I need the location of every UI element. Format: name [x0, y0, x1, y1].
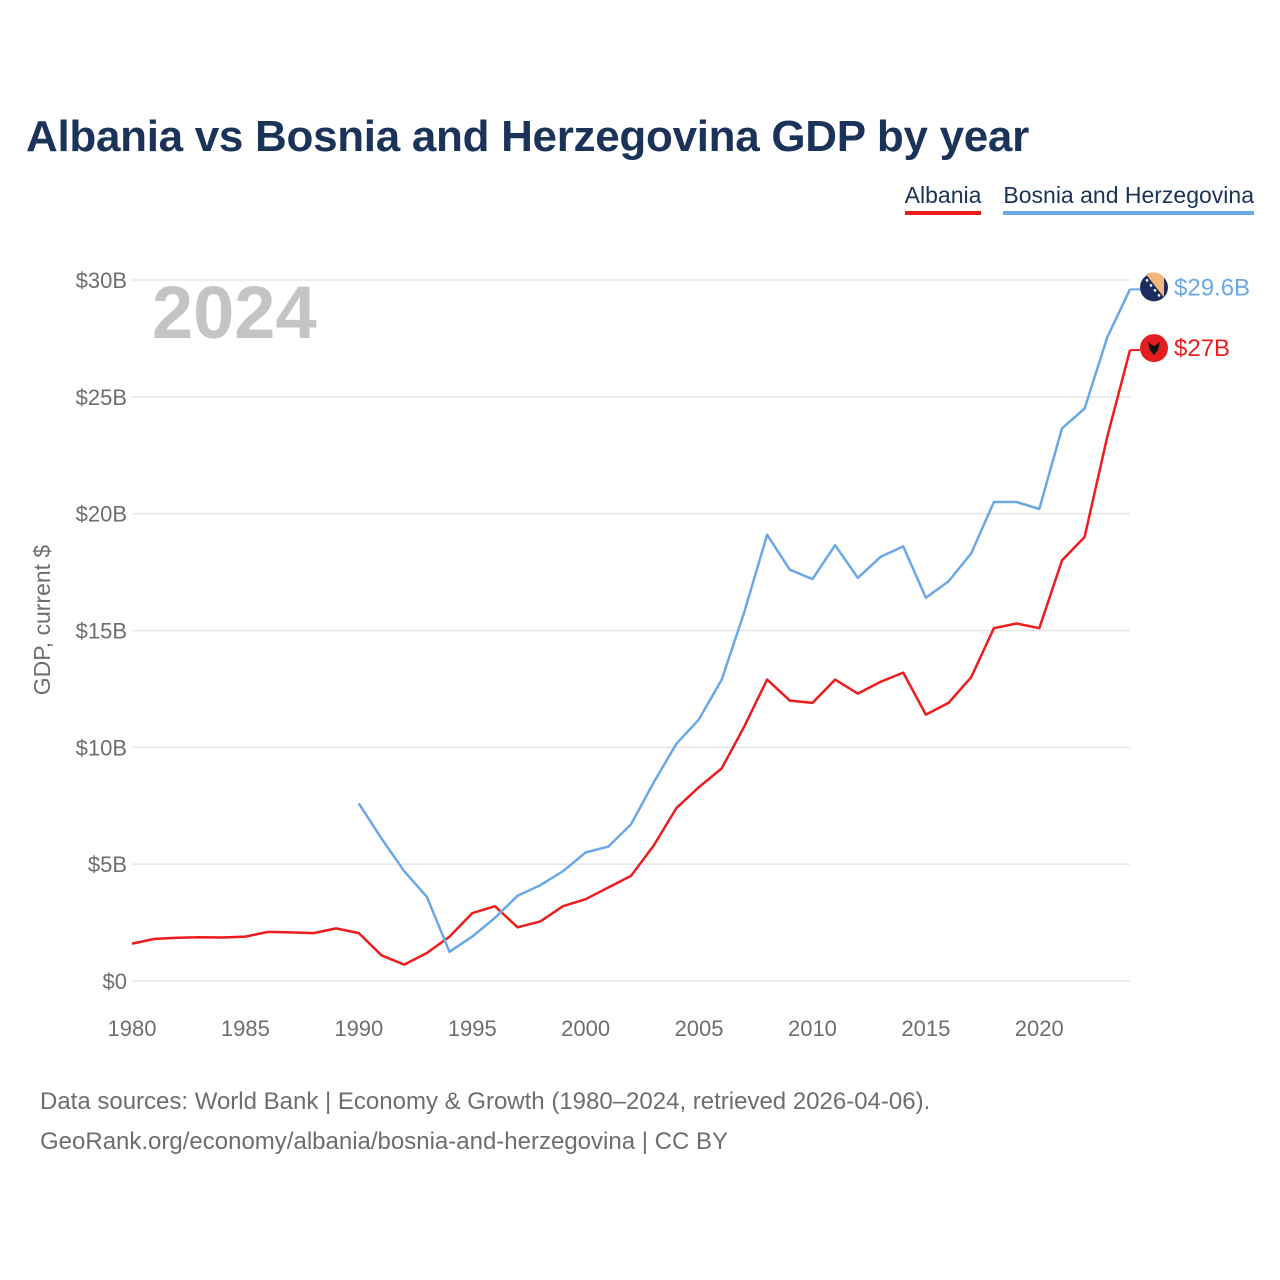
- series-line-albania: [131, 349, 1132, 966]
- y-tick-label: $15B: [76, 619, 127, 644]
- y-tick-label: $25B: [76, 385, 127, 410]
- star-dot: [1153, 289, 1157, 292]
- year-watermark: 2024: [152, 271, 317, 354]
- x-tick-label: 1980: [108, 1016, 157, 1041]
- end-value-label-albania: $27B: [1174, 335, 1230, 362]
- x-tick-label: 1985: [221, 1016, 270, 1041]
- end-value-label-bosnia-and-herzegovina: $29.6B: [1174, 274, 1250, 301]
- legend: Albania Bosnia and Herzegovina: [904, 182, 1254, 215]
- source-note: Data sources: World Bank | Economy & Gro…: [40, 1082, 930, 1162]
- x-tick-label: 2005: [675, 1016, 724, 1041]
- star-dot: [1149, 284, 1153, 287]
- eagle-shape: [1148, 342, 1160, 356]
- y-tick-label: $20B: [76, 502, 127, 527]
- albania-flag-icon: [1140, 334, 1168, 363]
- bosnia-flag-icon: [1140, 272, 1168, 302]
- chart-title: Albania vs Bosnia and Herzegovina GDP by…: [26, 112, 1029, 161]
- series-lines: [131, 288, 1132, 966]
- y-tick-label: $0: [103, 969, 127, 994]
- x-tick-label: 2020: [1015, 1016, 1064, 1041]
- y-tick-label: $10B: [76, 735, 127, 760]
- legend-item-bosnia-and-herzegovina[interactable]: Bosnia and Herzegovina: [1003, 182, 1254, 215]
- x-tick-label: 1990: [334, 1016, 383, 1041]
- y-axis-label: GDP, current $: [29, 545, 55, 696]
- star-dot: [1145, 279, 1149, 282]
- star-dot: [1157, 294, 1161, 297]
- y-tick-label: $5B: [88, 852, 127, 877]
- triangle-shape: [1146, 272, 1164, 298]
- series-line-bosnia-and-herzegovina: [357, 288, 1132, 954]
- source-line: Data sources: World Bank | Economy & Gro…: [40, 1088, 931, 1115]
- legend-item-albania[interactable]: Albania: [904, 182, 982, 215]
- gridlines: [132, 279, 1130, 982]
- source-url-line[interactable]: GeoRank.org/economy/albania/bosnia-and-h…: [40, 1128, 728, 1155]
- x-tick-label: 2015: [901, 1016, 950, 1041]
- x-tick-label: 1995: [448, 1016, 497, 1041]
- end-labels: $27B $29.6B: [1130, 272, 1250, 363]
- y-tick-label: $30B: [76, 268, 127, 293]
- x-tick-label: 2010: [788, 1016, 837, 1041]
- x-tick-label: 2000: [561, 1016, 610, 1041]
- y-axis-ticks: $0 $5B $10B $15B $20B $25B $30B: [76, 268, 127, 994]
- x-axis-ticks: 1980 1985 1990 1995 2000 2005 2010 2015 2020: [108, 1016, 1064, 1041]
